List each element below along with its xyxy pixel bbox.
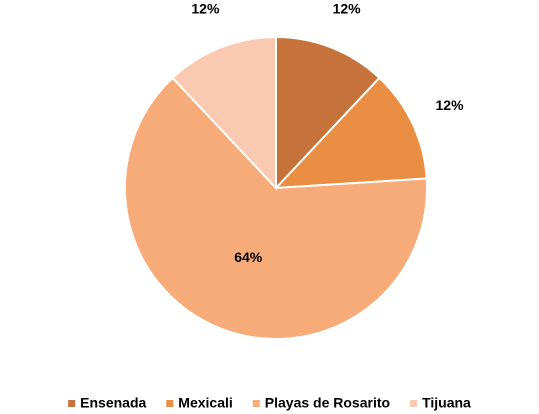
legend-marker (410, 400, 418, 407)
data-label: 12% (191, 0, 220, 16)
legend-label: Mexicali (178, 395, 232, 411)
data-label: 12% (436, 97, 465, 113)
legend-marker (166, 400, 174, 407)
legend-label: Playas de Rosarito (265, 395, 390, 411)
data-label: 12% (333, 0, 362, 16)
pie-slice (171, 35, 277, 191)
legend-marker (252, 400, 260, 407)
legend-label: Ensenada (80, 395, 146, 411)
data-label: 64% (234, 249, 263, 265)
pie-slice (275, 35, 381, 191)
pie-slice (273, 76, 428, 190)
legend-marker (68, 400, 76, 407)
legend-label: Tijuana (422, 395, 471, 411)
pie-slice (124, 76, 428, 340)
